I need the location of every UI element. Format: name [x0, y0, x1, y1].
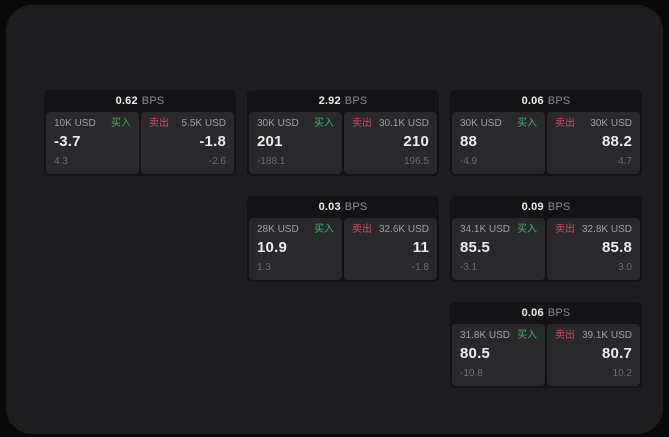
- sell-sub-value: 196.5: [403, 156, 429, 167]
- buy-price: 85.5: [460, 239, 490, 256]
- buy-sub-value: -4.9: [460, 156, 478, 167]
- bps-unit-label: BPS: [344, 201, 368, 213]
- card-header: 0.03 BPS: [247, 196, 439, 218]
- buy-side-label: 买入: [517, 330, 537, 341]
- sell-price: -1.8: [199, 133, 226, 150]
- bps-value: 0.06: [521, 95, 544, 107]
- sell-sub-value: -1.8: [411, 262, 429, 273]
- sell-quote-tile[interactable]: 卖出 30K USD 88.2 4.7: [547, 112, 640, 174]
- buy-quote-tile[interactable]: 10K USD 买入 -3.7 4.3: [46, 112, 139, 174]
- bps-card: 0.03 BPS 28K USD 买入 10.9 1.3 卖出 32.6K US…: [247, 196, 439, 282]
- sell-sub-value: -2.6: [208, 156, 226, 167]
- card-header: 2.92 BPS: [247, 90, 439, 112]
- card-header: 0.62 BPS: [44, 90, 236, 112]
- bps-card: 2.92 BPS 30K USD 买入 201 -188.1 卖出 30.1K …: [247, 90, 439, 176]
- sell-side-label: 卖出: [352, 118, 372, 129]
- card-body: 34.1K USD 买入 85.5 -3.1 卖出 32.8K USD 85.8…: [450, 218, 642, 282]
- buy-quote-tile[interactable]: 30K USD 买入 201 -188.1: [249, 112, 342, 174]
- sell-quote-tile[interactable]: 卖出 5.5K USD -1.8 -2.6: [141, 112, 234, 174]
- quote-board: 0.62 BPS 10K USD 买入 -3.7 4.3 卖出 5.5K USD: [44, 90, 642, 388]
- buy-size-label: 31.8K USD: [460, 330, 511, 341]
- buy-sub-value: -188.1: [257, 156, 286, 167]
- buy-side-label: 买入: [314, 224, 334, 235]
- buy-side-label: 买入: [517, 224, 537, 235]
- buy-price: 80.5: [460, 345, 490, 362]
- card-header: 0.06 BPS: [450, 302, 642, 324]
- buy-size-label: 28K USD: [257, 224, 299, 235]
- buy-sub-value: -3.1: [460, 262, 478, 273]
- buy-side-label: 买入: [111, 118, 131, 129]
- sell-price: 85.8: [602, 239, 632, 256]
- buy-sub-value: -10.8: [460, 368, 483, 379]
- buy-price: 10.9: [257, 239, 287, 256]
- bps-unit-label: BPS: [141, 95, 165, 107]
- buy-price: 88: [460, 133, 478, 150]
- sell-side-label: 卖出: [149, 118, 169, 129]
- sell-side-label: 卖出: [555, 224, 575, 235]
- sell-size-label: 32.6K USD: [378, 224, 429, 235]
- buy-quote-tile[interactable]: 28K USD 买入 10.9 1.3: [249, 218, 342, 280]
- sell-sub-value: 10.2: [612, 368, 632, 379]
- buy-quote-tile[interactable]: 31.8K USD 买入 80.5 -10.8: [452, 324, 545, 386]
- buy-sub-value: 4.3: [54, 156, 68, 167]
- bps-value: 0.09: [521, 201, 544, 213]
- sell-size-label: 5.5K USD: [181, 118, 226, 129]
- bps-value: 0.06: [521, 307, 544, 319]
- bps-card: 0.06 BPS 30K USD 买入 88 -4.9 卖出 30K USD: [450, 90, 642, 176]
- sell-price: 88.2: [602, 133, 632, 150]
- bps-unit-label: BPS: [344, 95, 368, 107]
- sell-sub-value: 3.0: [618, 262, 632, 273]
- sell-side-label: 卖出: [555, 330, 575, 341]
- sell-quote-tile[interactable]: 卖出 32.6K USD 11 -1.8: [344, 218, 437, 280]
- sell-size-label: 32.8K USD: [581, 224, 632, 235]
- bps-card: 0.62 BPS 10K USD 买入 -3.7 4.3 卖出 5.5K USD: [44, 90, 236, 176]
- buy-sub-value: 1.3: [257, 262, 271, 273]
- bps-unit-label: BPS: [547, 201, 571, 213]
- buy-size-label: 30K USD: [257, 118, 299, 129]
- sell-size-label: 30K USD: [590, 118, 632, 129]
- buy-quote-tile[interactable]: 30K USD 买入 88 -4.9: [452, 112, 545, 174]
- buy-size-label: 30K USD: [460, 118, 502, 129]
- buy-side-label: 买入: [517, 118, 537, 129]
- buy-price: -3.7: [54, 133, 81, 150]
- bps-card: 0.09 BPS 34.1K USD 买入 85.5 -3.1 卖出 32.8K…: [450, 196, 642, 282]
- sell-price: 80.7: [602, 345, 632, 362]
- sell-side-label: 卖出: [555, 118, 575, 129]
- buy-quote-tile[interactable]: 34.1K USD 买入 85.5 -3.1: [452, 218, 545, 280]
- sell-price: 210: [403, 133, 429, 150]
- sell-quote-tile[interactable]: 卖出 32.8K USD 85.8 3.0: [547, 218, 640, 280]
- sell-price: 11: [412, 239, 429, 256]
- sell-quote-tile[interactable]: 卖出 30.1K USD 210 196.5: [344, 112, 437, 174]
- card-body: 30K USD 买入 88 -4.9 卖出 30K USD 88.2 4.7: [450, 112, 642, 176]
- card-body: 10K USD 买入 -3.7 4.3 卖出 5.5K USD -1.8 -2.…: [44, 112, 236, 176]
- card-header: 0.09 BPS: [450, 196, 642, 218]
- buy-size-label: 10K USD: [54, 118, 96, 129]
- card-body: 28K USD 买入 10.9 1.3 卖出 32.6K USD 11 -1.8: [247, 218, 439, 282]
- bps-card: 0.06 BPS 31.8K USD 买入 80.5 -10.8 卖出 39.1…: [450, 302, 642, 388]
- card-body: 31.8K USD 买入 80.5 -10.8 卖出 39.1K USD 80.…: [450, 324, 642, 388]
- sell-side-label: 卖出: [352, 224, 372, 235]
- buy-side-label: 买入: [314, 118, 334, 129]
- bps-value: 2.92: [318, 95, 341, 107]
- sell-size-label: 39.1K USD: [581, 330, 632, 341]
- bps-value: 0.62: [115, 95, 138, 107]
- card-body: 30K USD 买入 201 -188.1 卖出 30.1K USD 210 1…: [247, 112, 439, 176]
- bps-unit-label: BPS: [547, 95, 571, 107]
- app-panel: 0.62 BPS 10K USD 买入 -3.7 4.3 卖出 5.5K USD: [6, 5, 663, 434]
- buy-size-label: 34.1K USD: [460, 224, 511, 235]
- buy-price: 201: [257, 133, 283, 150]
- sell-quote-tile[interactable]: 卖出 39.1K USD 80.7 10.2: [547, 324, 640, 386]
- sell-sub-value: 4.7: [618, 156, 632, 167]
- bps-value: 0.03: [318, 201, 341, 213]
- card-header: 0.06 BPS: [450, 90, 642, 112]
- sell-size-label: 30.1K USD: [378, 118, 429, 129]
- bps-unit-label: BPS: [547, 307, 571, 319]
